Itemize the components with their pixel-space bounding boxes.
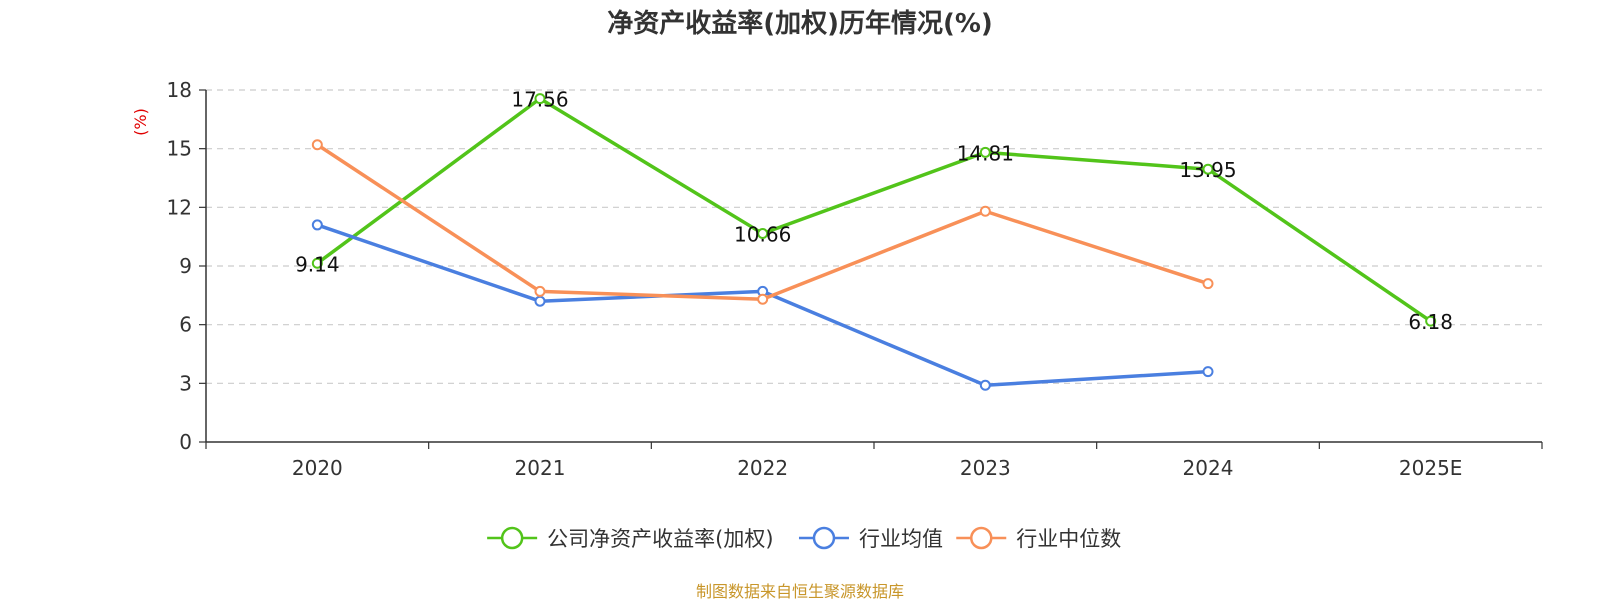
y-tick-label: 18: [167, 78, 192, 102]
y-tick-label: 6: [179, 313, 192, 337]
y-axis-unit-label: (%): [131, 108, 150, 136]
data-point: [534, 93, 546, 105]
data-point: [534, 285, 546, 297]
data-point: [979, 205, 991, 217]
legend-item-1: 行业均值: [798, 526, 943, 551]
x-tick-label: 2021: [515, 456, 566, 480]
legend-label: 行业均值: [859, 527, 943, 551]
data-point: [1202, 163, 1214, 175]
series-lines: [311, 93, 1437, 391]
legend-marker: [500, 526, 524, 550]
source-note: 制图数据来自恒生聚源数据库: [695, 582, 904, 601]
legend-item-2: 行业中位数: [956, 526, 1121, 551]
data-point: [1202, 366, 1214, 378]
data-label: 6.18: [1408, 310, 1453, 334]
legend-item-0: 公司净资产收益率(加权): [487, 526, 774, 551]
y-tick-label: 12: [167, 195, 192, 219]
y-tick-label: 0: [179, 430, 192, 454]
legend-label: 公司净资产收益率(加权): [547, 527, 773, 551]
legend-marker: [812, 526, 836, 550]
data-point: [534, 295, 546, 307]
data-label: 14.81: [957, 141, 1014, 165]
data-label: 9.14: [295, 252, 340, 276]
data-label: 17.56: [511, 88, 568, 112]
data-point: [757, 228, 769, 240]
data-point: [979, 379, 991, 391]
x-tick-label: 2020: [292, 456, 343, 480]
data-point: [757, 293, 769, 305]
x-tick-label: 2024: [1183, 456, 1234, 480]
data-point: [311, 257, 323, 269]
x-tick-label: 2022: [737, 456, 788, 480]
data-point: [311, 219, 323, 231]
legend: 公司净资产收益率(加权) 行业均值 行业中位数: [487, 526, 1121, 551]
data-point: [1425, 315, 1437, 327]
y-tick-label: 15: [167, 137, 192, 161]
data-point: [979, 146, 991, 158]
data-point: [1202, 278, 1214, 290]
x-tick-label: 2023: [960, 456, 1011, 480]
axes: 0 3 6 9 12 15 18 2020 2021 2022 2023 2024 2025E: [167, 78, 1543, 480]
data-label: 13.95: [1179, 158, 1236, 182]
data-labels: 9.14 17.56 10.66 14.81 13.95 6.18: [295, 88, 1453, 335]
data-point: [311, 139, 323, 151]
series-line-1: [316, 223, 1209, 388]
x-tick-label: 2025E: [1399, 456, 1463, 480]
chart-title: 净资产收益率(加权)历年情况(%): [607, 8, 993, 39]
series-line-0: [316, 96, 1432, 323]
legend-marker: [970, 526, 993, 550]
data-label: 10.66: [734, 223, 791, 247]
grid-lines: [206, 89, 1542, 384]
y-tick-label: 9: [179, 254, 192, 278]
legend-label: 行业中位数: [1016, 527, 1121, 551]
y-tick-label: 3: [179, 371, 192, 395]
